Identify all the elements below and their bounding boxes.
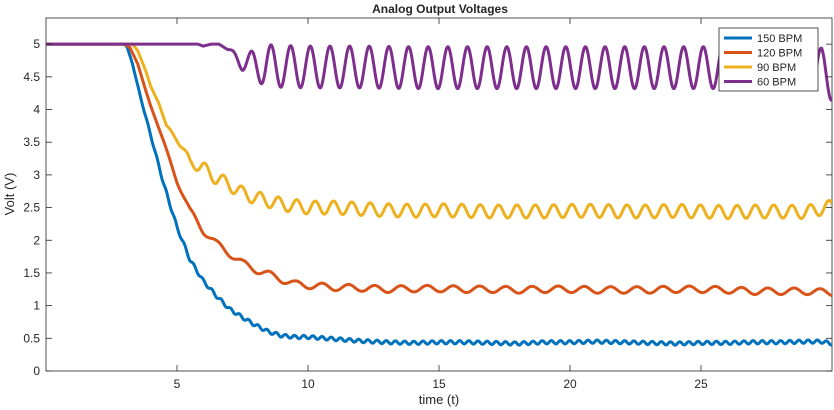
series-line-150-bpm — [46, 42, 832, 347]
legend-label: 90 BPM — [757, 62, 796, 74]
x-tick-label: 20 — [563, 377, 577, 391]
legend-label: 60 BPM — [757, 77, 796, 89]
x-tick-label: 25 — [694, 377, 708, 391]
y-tick-label: 0.5 — [23, 331, 40, 345]
x-tick-label: 5 — [174, 377, 181, 391]
x-tick-label: 15 — [432, 377, 446, 391]
legend-label: 150 BPM — [757, 33, 802, 45]
legend: 150 BPM 120 BPM 90 BPM 60 BPM — [718, 27, 819, 92]
axes-layer: 5 10 15 20 25 0 0.5 1 1.5 2 2.5 3 3.5 4 4.5 5 — [23, 18, 832, 391]
y-tick-label: 0 — [33, 364, 40, 378]
plot-area — [45, 17, 833, 372]
y-tick-label: 2.5 — [23, 201, 40, 215]
y-tick-label: 2 — [33, 233, 40, 247]
y-tick-label: 3 — [33, 168, 40, 182]
series-line-60-bpm — [46, 42, 832, 102]
y-tick-label: 4 — [33, 103, 40, 117]
series-line-120-bpm — [46, 42, 832, 298]
y-tick-label: 3.5 — [23, 135, 40, 149]
series-line-90-bpm — [46, 42, 832, 221]
x-axis-label: time (t) — [419, 392, 459, 407]
chart-title: Analog Output Voltages — [372, 2, 508, 16]
y-tick-label: 1.5 — [23, 266, 40, 280]
legend-label: 120 BPM — [757, 48, 802, 60]
y-tick-label: 1 — [33, 299, 40, 313]
x-tick-label: 10 — [301, 377, 315, 391]
y-tick-label: 5 — [33, 37, 40, 51]
series-layer — [46, 42, 832, 347]
y-tick-label: 4.5 — [23, 70, 40, 84]
y-axis-label: Volt (V) — [2, 173, 17, 216]
